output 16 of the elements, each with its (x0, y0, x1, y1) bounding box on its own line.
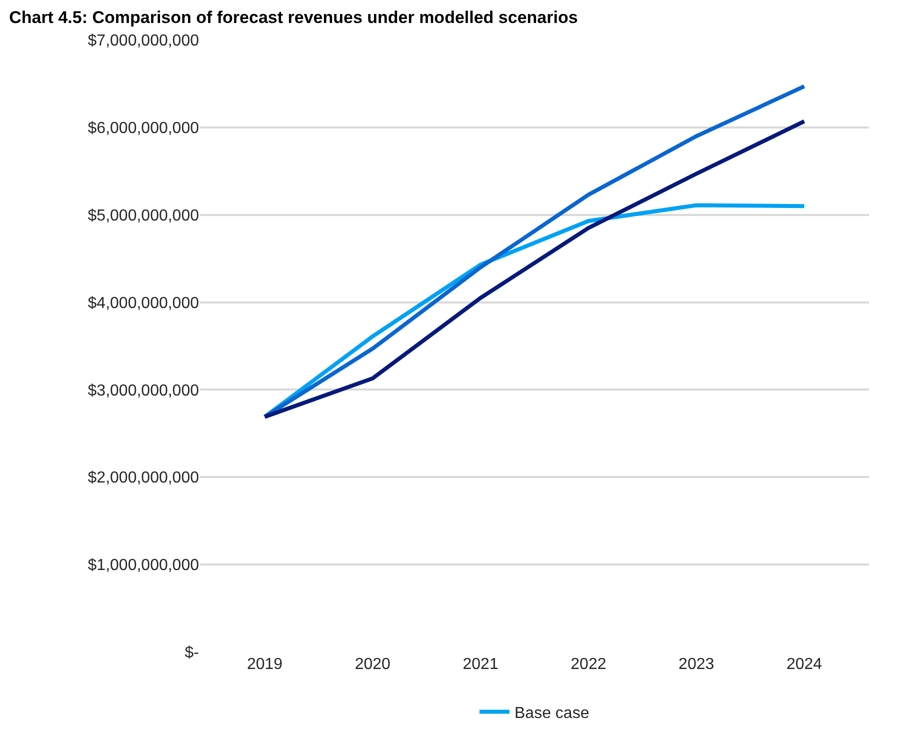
chart-title: Chart 4.5: Comparison of forecast revenues under modelled scenarios (9, 8, 578, 28)
x-tick-label: 2021 (462, 656, 498, 673)
x-tick-label: 2024 (786, 656, 822, 673)
y-tick-label: $1,000,000,000 (88, 557, 200, 574)
y-tick-label: $- (184, 644, 199, 662)
y-tick-label: $6,000,000,000 (88, 120, 200, 138)
y-tick-label: $7,000,000,000 (88, 32, 200, 50)
y-tick-label: $5,000,000,000 (88, 207, 200, 224)
x-tick-label: 2022 (570, 656, 606, 673)
x-tick-label: 2019 (246, 656, 283, 673)
y-tick-label: $3,000,000,000 (88, 382, 200, 400)
y-tick-label: $4,000,000,000 (88, 294, 200, 312)
x-tick-label: 2020 (354, 656, 391, 673)
y-tick-label: $2,000,000,000 (88, 470, 200, 487)
x-tick-label: 2023 (678, 656, 714, 673)
legend-label: Base case (514, 704, 590, 722)
